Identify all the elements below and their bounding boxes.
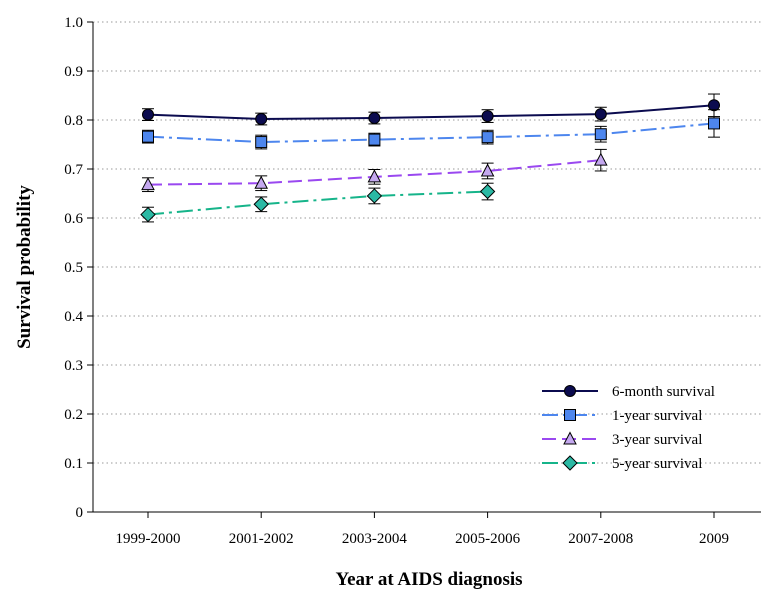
data-point-diamond (253, 196, 269, 212)
data-point-circle (142, 108, 154, 121)
data-point-triangle (254, 175, 269, 189)
legend: 6-month survival 1-year survival 3-year su… (542, 384, 715, 472)
legend-label: 5-year survival (612, 456, 702, 472)
legend-item: 5-year survival (542, 455, 702, 472)
data-point-diamond (366, 188, 383, 204)
data-point-circle (564, 385, 576, 397)
y-tick-label: 0.1 (64, 456, 83, 472)
data-point-square (564, 409, 576, 421)
x-tick-label: 1999-2000 (116, 531, 181, 547)
series-line (147, 190, 488, 216)
legend-label: 1-year survival (612, 408, 702, 424)
legend-item: 6-month survival (542, 384, 715, 400)
grid-lines (93, 21, 761, 464)
data-point-circle (594, 108, 607, 121)
series-layer (140, 93, 720, 223)
data-point-circle (708, 99, 720, 112)
data-point-square (142, 130, 154, 143)
data-point-square (708, 117, 720, 130)
axes: 0 0.1 0.2 0.3 0.4 0.5 0.6 0.7 0.8 0.9 1.0 1999-2000… (64, 15, 761, 547)
legend-item: 3-year survival (542, 431, 702, 448)
x-tick-label: 2007-2008 (568, 531, 633, 547)
data-point-triangle (367, 169, 382, 183)
data-point-triangle (141, 177, 155, 191)
legend-label: 6-month survival (612, 384, 715, 400)
data-point-square (594, 128, 607, 141)
y-tick-label: 0.9 (64, 64, 83, 80)
data-point-diamond (140, 206, 156, 223)
x-tick-label: 2005-2006 (455, 531, 520, 547)
y-tick-label: 0.3 (64, 358, 83, 374)
x-tick-label: 2009 (699, 531, 729, 547)
series-line (147, 104, 715, 121)
data-point-circle (255, 113, 268, 126)
series-3 (141, 148, 608, 193)
x-tick-label: 2001-2002 (229, 531, 294, 547)
legend-label: 3-year survival (612, 432, 702, 448)
data-point-square (368, 133, 381, 146)
data-point-diamond (562, 455, 578, 471)
data-point-square (481, 131, 494, 144)
y-tick-label: 0.8 (64, 113, 83, 129)
data-point-square (255, 136, 268, 149)
y-tick-label: 0 (76, 505, 84, 521)
x-axis-title: Year at AIDS diagnosis (335, 569, 522, 590)
x-tick-label: 2003-2004 (342, 531, 407, 547)
legend-item: 1-year survival (542, 408, 702, 424)
data-point-triangle (563, 431, 577, 445)
series-4 (140, 182, 496, 223)
series-1 (142, 93, 720, 126)
data-point-circle (368, 112, 381, 125)
series-2 (142, 109, 720, 150)
data-point-circle (481, 110, 494, 123)
series-line (147, 122, 715, 144)
data-point-triangle (593, 152, 608, 166)
y-tick-label: 0.2 (64, 407, 83, 423)
y-tick-label: 1.0 (64, 15, 83, 31)
data-point-triangle (480, 163, 495, 177)
y-tick-label: 0.6 (64, 211, 83, 227)
data-point-diamond (479, 183, 496, 200)
y-tick-label: 0.5 (64, 260, 83, 276)
y-tick-label: 0.4 (64, 309, 83, 325)
y-tick-label: 0.7 (64, 162, 83, 178)
y-axis-title: Survival probability (14, 185, 35, 349)
